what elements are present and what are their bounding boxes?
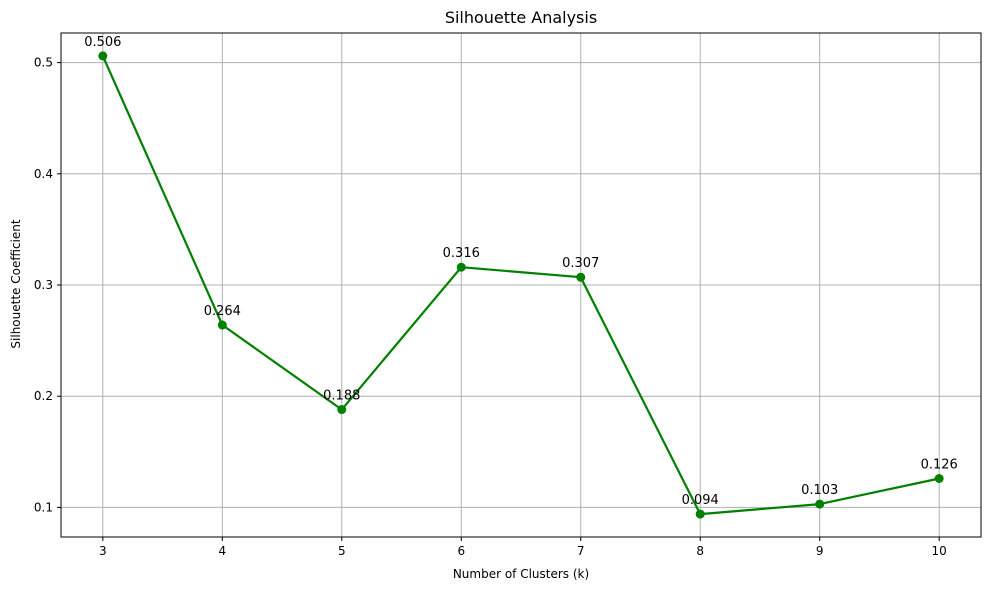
y-tick-label: 0.5 — [34, 56, 53, 70]
x-tick-label: 9 — [816, 544, 824, 558]
series-line-layer — [101, 55, 940, 516]
y-tick-label: 0.3 — [34, 278, 53, 292]
data-point — [337, 405, 347, 415]
x-tick-label: 3 — [99, 544, 107, 558]
chart-title: Silhouette Analysis — [445, 8, 597, 27]
data-point — [815, 499, 825, 509]
grid — [61, 33, 981, 537]
data-point — [98, 51, 108, 61]
x-axis-label: Number of Clusters (k) — [453, 567, 589, 581]
data-point — [934, 474, 944, 484]
series-line — [101, 55, 940, 516]
data-point — [695, 509, 705, 519]
x-tick-label: 8 — [696, 544, 704, 558]
y-tick-label: 0.4 — [34, 167, 53, 181]
data-labels: 0.506 0.264 0.188 0.316 0.307 0.094 0.103 0.126 — [84, 35, 958, 508]
x-tick-label: 5 — [338, 544, 346, 558]
data-label: 0.126 — [921, 458, 958, 473]
data-point — [456, 262, 466, 272]
x-tick-label: 10 — [932, 544, 947, 558]
x-tick-label: 4 — [218, 544, 226, 558]
data-label: 0.188 — [323, 389, 360, 404]
ticks: 3 4 5 6 7 8 9 10 0.1 0.2 0.3 0.4 0.5 — [34, 56, 947, 558]
y-axis-label: Silhouette Coefficient — [9, 219, 23, 348]
series-markers — [98, 51, 944, 519]
x-tick-label: 6 — [457, 544, 465, 558]
data-label: 0.103 — [801, 483, 838, 498]
data-label: 0.307 — [562, 256, 599, 271]
y-tick-label: 0.1 — [34, 500, 53, 514]
data-point — [217, 320, 227, 330]
x-tick-label: 7 — [577, 544, 585, 558]
data-label: 0.316 — [443, 246, 480, 261]
y-tick-label: 0.2 — [34, 389, 53, 403]
data-label: 0.506 — [84, 35, 121, 50]
data-label: 0.094 — [682, 493, 719, 508]
data-label: 0.264 — [204, 304, 241, 319]
data-point — [576, 272, 586, 282]
